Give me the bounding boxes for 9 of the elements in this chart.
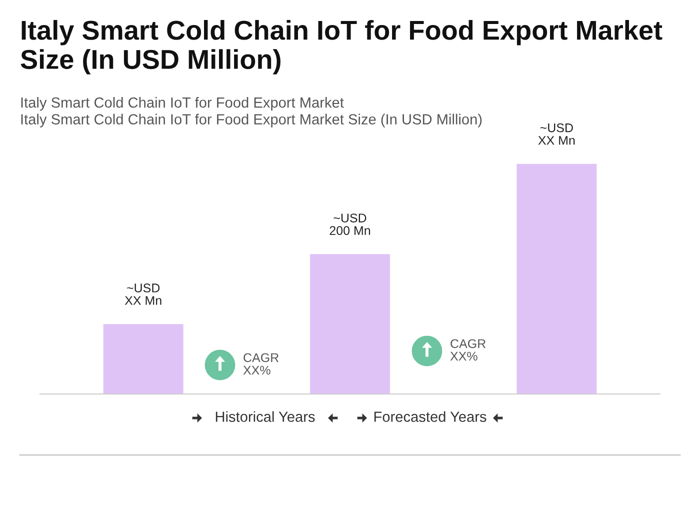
annotation: CAGR XX% (243, 353, 279, 375)
text: Forecasted Years (374, 411, 486, 422)
text: Historical Years (216, 411, 315, 422)
data-label: ~USD 200 Mn (330, 214, 370, 235)
chart-subtitle: Italy Smart Cold Chain IoT for Food Export Market Italy Smart Cold Chain IoT for Food Export Market Size (In USD Million) (21, 97, 482, 128)
data-label: ~USD XX Mn (538, 123, 575, 145)
data-label: ~USD XX Mn (124, 284, 162, 305)
annotation: CAGR XX% (450, 339, 486, 361)
chart-title: Italy Smart Cold Chain IoT for Food Export Market Size (In USD Million) (20, 20, 662, 74)
